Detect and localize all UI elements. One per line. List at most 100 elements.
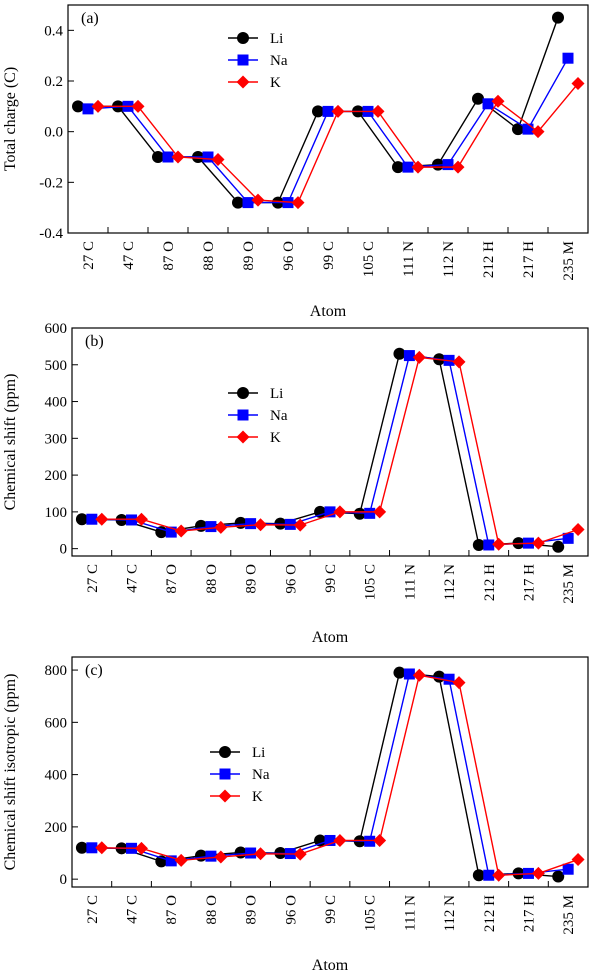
data-point-k bbox=[492, 868, 506, 882]
data-point-na bbox=[364, 835, 376, 847]
chart-panel-2: 0 100 200 300 400 500 600 27 C 47 C 87 O 88 O 89 O 9… bbox=[2, 321, 589, 646]
x-tick-label: 27 C bbox=[85, 895, 101, 924]
data-point-na bbox=[442, 159, 454, 171]
x-tick-label: 27 C bbox=[85, 564, 101, 593]
data-point-na bbox=[242, 197, 254, 209]
data-point-k bbox=[571, 523, 585, 537]
panel-label: (a) bbox=[81, 10, 99, 27]
data-point-na bbox=[165, 855, 177, 867]
x-tick-label: 88 O bbox=[204, 564, 220, 594]
y-tick-label: 0 bbox=[60, 542, 68, 558]
legend-label-k: K bbox=[252, 789, 263, 805]
x-tick-label: 217 H bbox=[521, 241, 537, 278]
x-tick-label: 105 C bbox=[363, 564, 379, 600]
data-point-na bbox=[403, 668, 415, 680]
y-tick-label: 400 bbox=[45, 395, 68, 411]
x-tick-label: 111 N bbox=[402, 564, 418, 600]
y-tick-label: 200 bbox=[45, 468, 68, 484]
legend-marker-na bbox=[219, 768, 231, 780]
x-tick-label: 111 N bbox=[402, 895, 418, 931]
x-tick-label: 47 C bbox=[121, 241, 137, 270]
data-point-li bbox=[353, 507, 366, 520]
y-tick-label: 300 bbox=[45, 431, 68, 447]
legend-label-li: Li bbox=[252, 745, 265, 761]
y-tick-label: 500 bbox=[45, 358, 68, 374]
legend-marker-k bbox=[218, 789, 232, 803]
series-na bbox=[86, 350, 574, 551]
data-point-na bbox=[324, 506, 336, 518]
data-point-na bbox=[402, 161, 414, 173]
data-point-li bbox=[312, 105, 324, 118]
data-point-na bbox=[86, 513, 98, 525]
data-point-li bbox=[393, 666, 406, 679]
data-point-k bbox=[531, 125, 545, 139]
data-point-na bbox=[562, 52, 574, 64]
data-point-k bbox=[131, 99, 145, 113]
legend-label-li: Li bbox=[270, 386, 283, 402]
legend-label-k: K bbox=[270, 430, 281, 446]
data-point-k bbox=[251, 193, 265, 207]
data-point-k bbox=[531, 536, 545, 550]
legend-marker-k bbox=[236, 430, 250, 444]
x-tick-label: 112 N bbox=[442, 895, 458, 932]
series-k bbox=[91, 77, 585, 210]
data-point-li bbox=[234, 846, 247, 859]
legend-label-na: Na bbox=[270, 53, 288, 69]
data-point-na bbox=[202, 151, 214, 163]
data-point-k bbox=[134, 841, 148, 855]
data-point-na bbox=[562, 863, 574, 875]
data-point-li bbox=[152, 151, 164, 163]
x-tick-label: 88 O bbox=[201, 241, 217, 271]
x-tick-label: 105 C bbox=[361, 241, 377, 277]
x-tick-label: 105 C bbox=[363, 895, 379, 931]
x-tick-label: 212 H bbox=[482, 895, 498, 932]
data-point-na bbox=[205, 521, 217, 533]
data-point-na bbox=[82, 103, 94, 115]
data-point-k bbox=[174, 524, 188, 538]
x-tick-label: 212 H bbox=[481, 241, 497, 278]
data-point-k bbox=[452, 676, 466, 690]
data-point-k bbox=[373, 833, 387, 847]
data-point-na bbox=[165, 526, 177, 538]
data-point-li bbox=[552, 540, 565, 553]
data-point-k bbox=[134, 512, 148, 526]
data-point-k bbox=[211, 153, 225, 167]
data-point-na bbox=[403, 350, 415, 362]
x-tick-label: 88 O bbox=[204, 895, 220, 925]
data-point-li bbox=[314, 505, 327, 518]
y-tick-label: 0.4 bbox=[44, 23, 63, 39]
data-point-na bbox=[443, 673, 455, 685]
legend-label-na: Na bbox=[270, 408, 288, 424]
data-point-na bbox=[483, 539, 495, 551]
data-point-k bbox=[412, 668, 426, 682]
data-point-k bbox=[333, 505, 347, 519]
y-tick-label: -0.4 bbox=[39, 226, 63, 242]
data-point-k bbox=[411, 160, 425, 174]
x-tick-label: 235 M bbox=[561, 564, 577, 604]
legend-marker-na bbox=[237, 54, 249, 66]
data-point-k bbox=[371, 104, 385, 118]
data-point-na bbox=[126, 514, 138, 526]
x-tick-label: 112 N bbox=[442, 564, 458, 601]
data-point-li bbox=[472, 538, 485, 551]
x-tick-label: 89 O bbox=[244, 564, 260, 594]
x-tick-label: 89 O bbox=[244, 895, 260, 925]
y-tick-label: -0.2 bbox=[39, 175, 63, 191]
chart-panel-1: -0.4 -0.2 0.0 0.2 0.4 27 C 47 C 87 O 88 O 89 O 96 … bbox=[2, 4, 589, 320]
x-tick-label: 47 C bbox=[125, 895, 141, 924]
legend: Li Na K bbox=[228, 31, 288, 91]
data-point-k bbox=[571, 77, 585, 91]
x-tick-label: 89 O bbox=[241, 241, 257, 271]
data-point-k bbox=[492, 537, 506, 551]
legend-marker-li bbox=[219, 746, 231, 758]
data-point-na bbox=[483, 869, 495, 881]
data-point-k bbox=[451, 160, 465, 174]
data-point-na bbox=[364, 507, 376, 519]
x-tick-label: 47 C bbox=[125, 564, 141, 593]
data-point-k bbox=[214, 850, 228, 864]
data-point-li bbox=[552, 11, 564, 24]
y-tick-label: 600 bbox=[45, 321, 68, 337]
data-point-k bbox=[412, 350, 426, 364]
chart-panel-3: 0 200 400 600 800 27 C 47 C 87 O 88 O 89 O 96 O 99 … bbox=[2, 656, 589, 974]
y-axis-title: Total charge (C) bbox=[2, 67, 19, 171]
